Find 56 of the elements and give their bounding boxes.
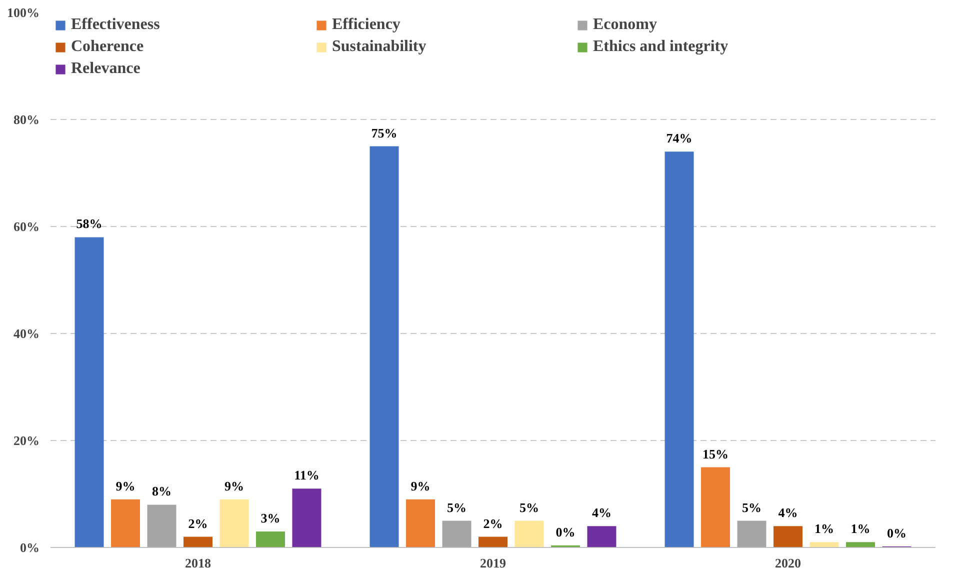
bar bbox=[111, 499, 140, 548]
legend-label: Efficiency bbox=[332, 16, 402, 34]
y-tick-label: 40% bbox=[14, 326, 40, 341]
legend-label: Coherence bbox=[71, 38, 145, 56]
bar bbox=[737, 520, 766, 548]
bar bbox=[406, 499, 436, 548]
y-tick-label: 100% bbox=[7, 5, 40, 20]
data-label: 5% bbox=[742, 500, 762, 515]
data-label: 4% bbox=[778, 505, 798, 520]
data-label: 2% bbox=[188, 516, 208, 531]
data-label: 75% bbox=[371, 125, 398, 140]
bar bbox=[774, 526, 802, 548]
data-label: 3% bbox=[260, 510, 280, 526]
bar bbox=[810, 542, 839, 548]
data-label: 0% bbox=[556, 524, 576, 540]
bar bbox=[478, 536, 508, 548]
data-label: 58% bbox=[76, 216, 102, 232]
legend-label: Economy bbox=[593, 16, 658, 34]
bar bbox=[147, 504, 176, 548]
bar bbox=[514, 520, 544, 548]
bar bbox=[664, 152, 694, 548]
y-tick-label: 0% bbox=[20, 540, 40, 555]
data-label: 5% bbox=[447, 500, 467, 515]
bar bbox=[442, 520, 472, 548]
bar bbox=[74, 237, 104, 548]
data-label: 2% bbox=[483, 516, 503, 531]
data-label: 0% bbox=[886, 525, 906, 540]
bar bbox=[220, 499, 249, 548]
x-tick-label: 2020 bbox=[775, 556, 801, 570]
data-label: 74% bbox=[666, 130, 692, 146]
data-label: 15% bbox=[702, 446, 729, 462]
data-label: 9% bbox=[116, 478, 136, 494]
data-label: 5% bbox=[519, 500, 539, 515]
legend-label: Ethics and integrity bbox=[593, 38, 730, 56]
legend-label: Effectiveness bbox=[71, 16, 161, 34]
y-tick-label: 60% bbox=[14, 219, 40, 234]
data-label: 8% bbox=[152, 484, 172, 499]
y-tick-label: 20% bbox=[14, 433, 40, 448]
bar bbox=[292, 488, 322, 548]
x-tick-label: 2019 bbox=[480, 556, 506, 570]
data-label: 4% bbox=[592, 505, 612, 520]
x-tick-label: 2018 bbox=[185, 556, 212, 570]
bar bbox=[846, 542, 875, 548]
legend-label: Relevance bbox=[71, 60, 142, 78]
y-tick-label: 80% bbox=[14, 112, 40, 127]
data-label: 9% bbox=[410, 478, 430, 494]
data-label: 9% bbox=[224, 478, 244, 494]
bar bbox=[701, 467, 730, 548]
legend-label: Sustainability bbox=[332, 38, 428, 56]
bar bbox=[370, 146, 399, 548]
bar bbox=[184, 536, 212, 548]
bar bbox=[587, 526, 616, 548]
data-label: 11% bbox=[294, 468, 320, 483]
data-label: 1% bbox=[850, 521, 870, 536]
data-label: 1% bbox=[814, 521, 834, 536]
bar bbox=[256, 531, 285, 548]
